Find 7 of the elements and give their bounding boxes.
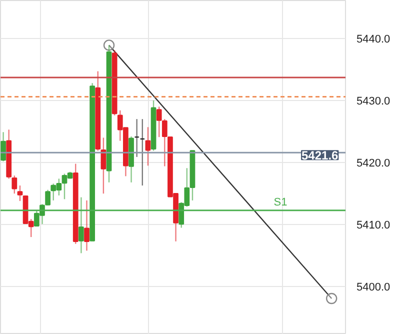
y-tick-label: 5420.0: [356, 158, 390, 170]
ref-line-label: 5421.6: [302, 148, 339, 163]
y-tick-label: 5430.0: [356, 95, 390, 108]
y-tick-label: 5410.0: [356, 220, 390, 232]
y-tick-label: 5400.0: [356, 282, 390, 294]
ref-line-label: S1: [274, 196, 288, 208]
y-tick-label: 5440.0: [356, 33, 390, 46]
